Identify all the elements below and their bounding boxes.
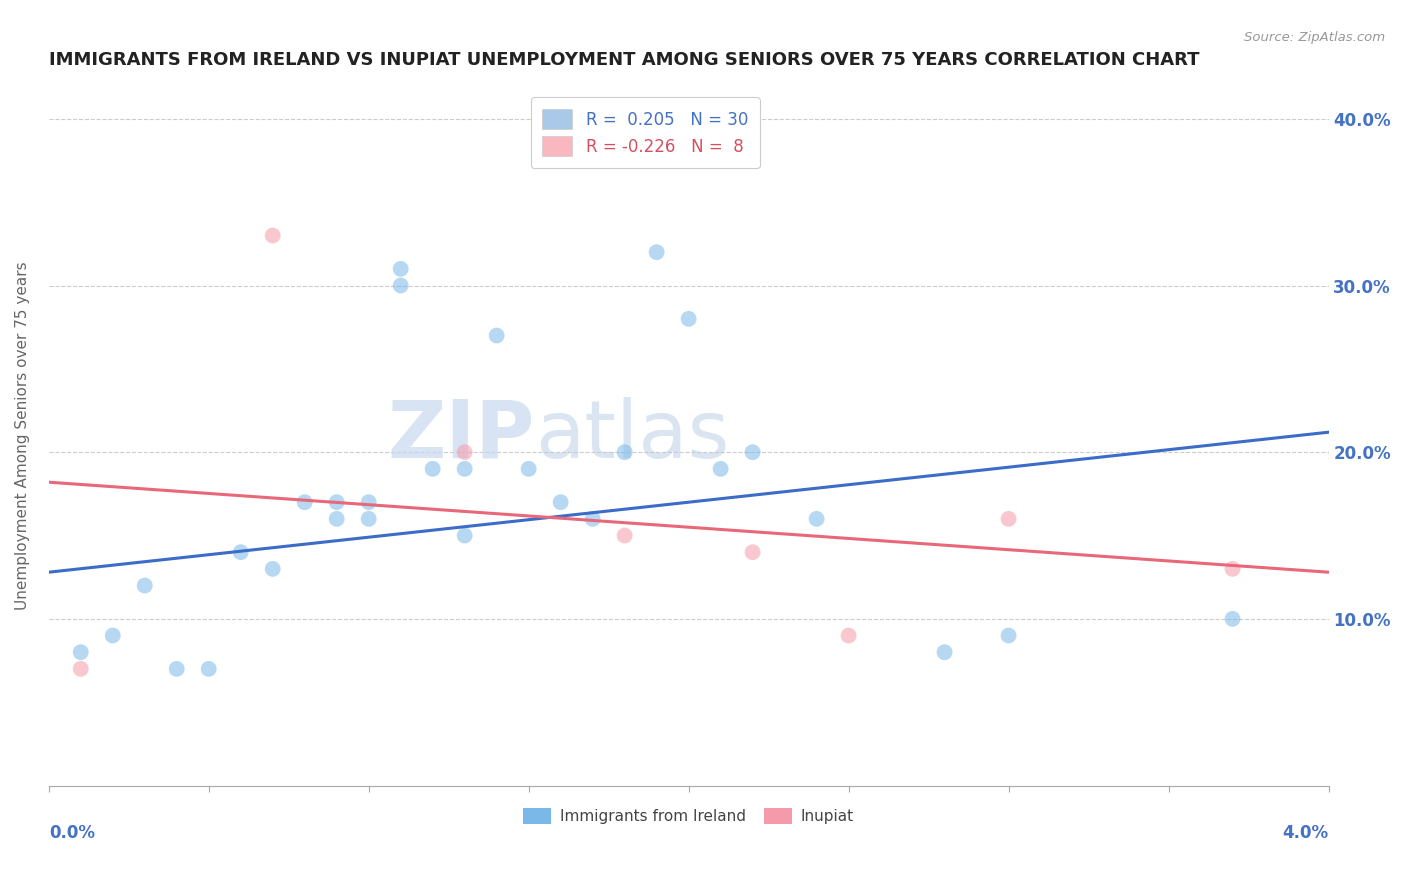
Point (294, 495, 316, 509)
Point (741, 445, 763, 459)
Point (101, 628, 124, 642)
Point (934, 645, 956, 659)
Text: 0.0%: 0.0% (49, 824, 94, 842)
Point (613, 528, 636, 542)
Point (997, 628, 1019, 642)
Point (357, 495, 380, 509)
Point (357, 512, 380, 526)
Point (485, 328, 508, 343)
Point (197, 662, 219, 676)
Point (389, 261, 412, 276)
Point (325, 512, 347, 526)
Text: ZIP: ZIP (388, 397, 536, 475)
Point (453, 528, 475, 542)
Point (613, 445, 636, 459)
Point (1222, 562, 1244, 576)
Point (325, 495, 347, 509)
Text: atlas: atlas (536, 397, 730, 475)
Text: 4.0%: 4.0% (1282, 824, 1329, 842)
Point (166, 662, 188, 676)
Point (134, 578, 156, 592)
Point (229, 545, 252, 559)
Point (741, 545, 763, 559)
Text: Source: ZipAtlas.com: Source: ZipAtlas.com (1244, 31, 1385, 45)
Point (69, 645, 91, 659)
Point (453, 462, 475, 476)
Text: IMMIGRANTS FROM IRELAND VS INUPIAT UNEMPLOYMENT AMONG SENIORS OVER 75 YEARS CORR: IMMIGRANTS FROM IRELAND VS INUPIAT UNEMP… (49, 51, 1199, 69)
Point (262, 562, 284, 576)
Point (806, 512, 828, 526)
Point (550, 495, 572, 509)
Point (1222, 612, 1244, 626)
Point (262, 228, 284, 243)
Point (838, 628, 860, 642)
Point (389, 278, 412, 293)
Point (582, 512, 605, 526)
Point (517, 462, 540, 476)
Point (997, 512, 1019, 526)
Legend: Immigrants from Ireland, Inupiat: Immigrants from Ireland, Inupiat (517, 802, 860, 830)
Point (69, 662, 91, 676)
Point (645, 245, 668, 260)
Point (678, 311, 700, 326)
Point (422, 462, 444, 476)
Point (710, 462, 733, 476)
Y-axis label: Unemployment Among Seniors over 75 years: Unemployment Among Seniors over 75 years (15, 261, 30, 610)
Point (453, 445, 475, 459)
